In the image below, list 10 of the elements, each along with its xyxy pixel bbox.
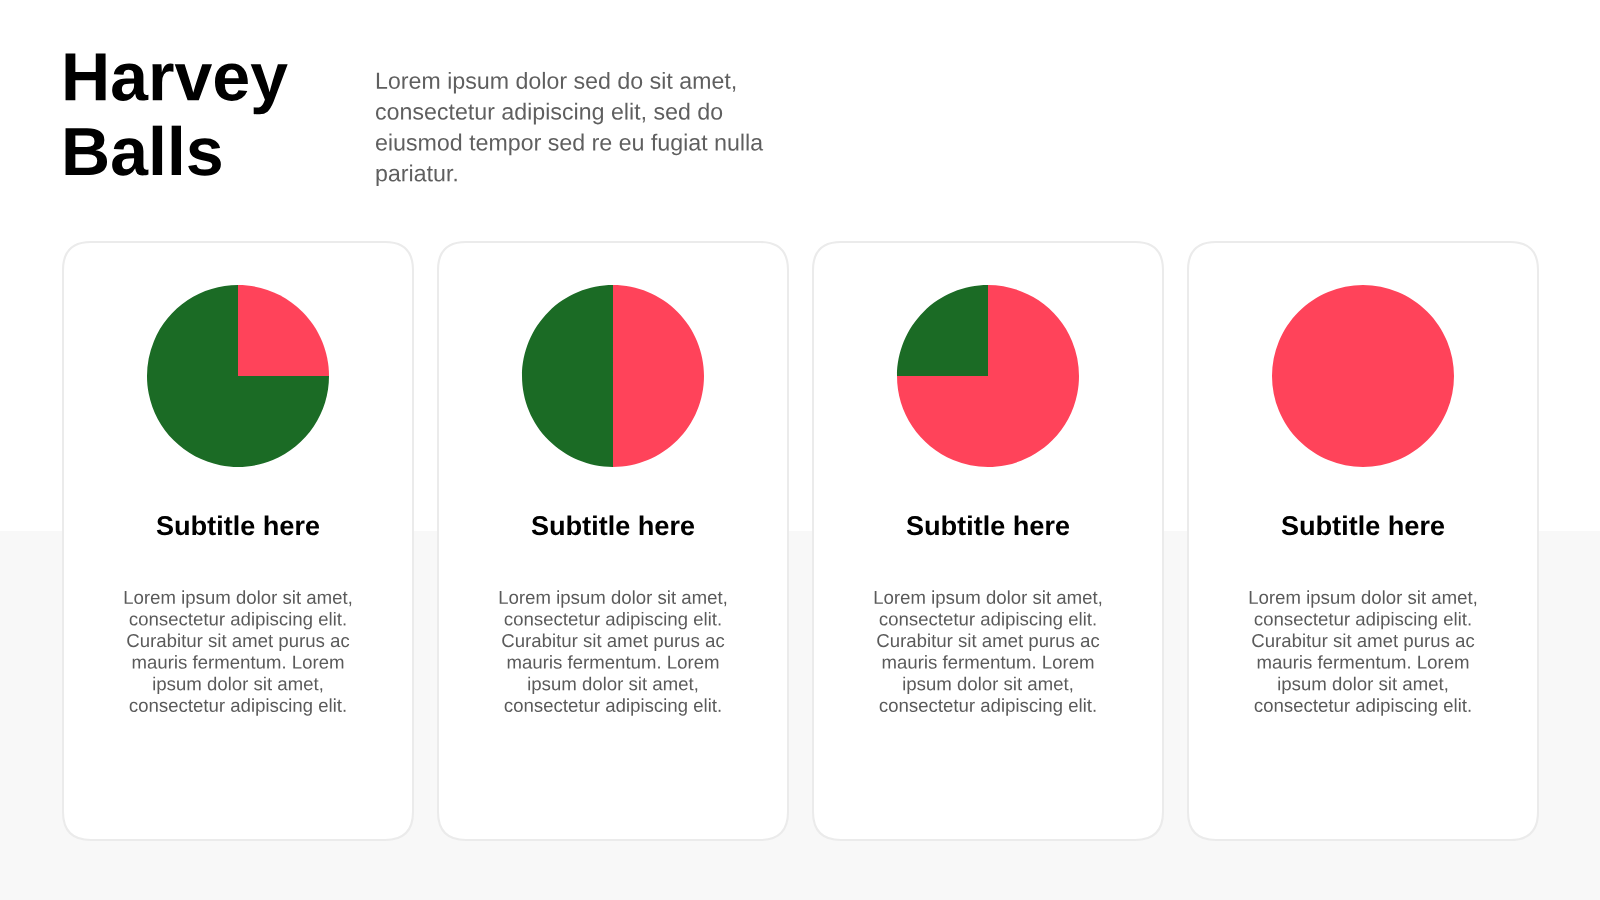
text: Harvey Balls [65, 53, 288, 176]
text: Subtitle here [906, 515, 1070, 536]
text: Lorem ipsum dolor sit amet, consectetur adipiscing elit. Curabitur sit amet purus ac mauris fermentum. Lorem ipsum dolor sit amet, consectetur adipiscing elit. [499, 590, 727, 716]
text: Subtitle here [156, 515, 320, 536]
text: Lorem ipsum dolor sit amet, consectetur adipiscing elit. Curabitur sit amet purus ac mauris fermentum. Lorem ipsum dolor sit amet, consectetur adipiscing elit. [874, 590, 1102, 716]
text: Subtitle here [531, 515, 695, 536]
text: Lorem ipsum dolor sit amet, consectetur adipiscing elit. Curabitur sit amet purus ac mauris fermentum. Lorem ipsum dolor sit amet, consectetur adipiscing elit. [1249, 590, 1477, 716]
text: Lorem ipsum dolor sit amet, consectetur adipiscing elit. Curabitur sit amet purus ac mauris fermentum. Lorem ipsum dolor sit amet, consectetur adipiscing elit. [124, 590, 352, 716]
text: Lorem ipsum dolor sed do sit amet, consectetur adipiscing elit, sed do eiusmod tempor sed re eu fugiat nulla pariatur. [375, 71, 764, 187]
text: Subtitle here [1281, 515, 1445, 536]
